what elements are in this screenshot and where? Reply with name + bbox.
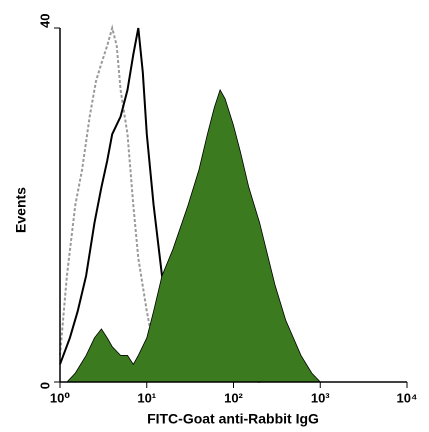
area bbox=[66, 88, 322, 383]
line bbox=[59, 24, 174, 383]
y-tick-label: 40 bbox=[37, 14, 52, 28]
y-tick-label: 0 bbox=[37, 382, 52, 389]
y-axis-label: Events bbox=[13, 187, 29, 233]
x-tick-label: 10² bbox=[224, 390, 243, 405]
x-axis-label: FITC-Goat anti-Rabbit IgG bbox=[147, 411, 319, 427]
x-tick-label: 10³ bbox=[311, 390, 330, 405]
x-tick-label: 10⁰ bbox=[50, 390, 70, 405]
x-tick-label: 10⁴ bbox=[397, 390, 418, 405]
x-tick-label: 10¹ bbox=[137, 390, 156, 405]
